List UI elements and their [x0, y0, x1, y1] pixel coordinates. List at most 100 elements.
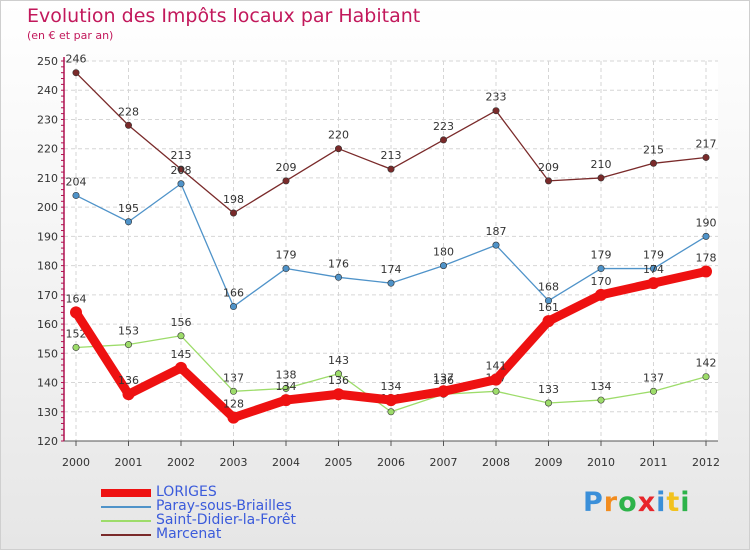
data-point	[492, 387, 500, 395]
legend-label: LORIGES	[156, 484, 217, 500]
data-point	[280, 394, 292, 407]
data-point	[437, 385, 450, 398]
data-point	[649, 265, 657, 273]
data-point	[332, 388, 345, 401]
data-point	[230, 303, 238, 311]
data-label: 164	[66, 292, 87, 305]
data-point	[647, 277, 660, 290]
y-tick-label: 150	[37, 347, 58, 360]
x-tick-label: 2008	[482, 456, 510, 469]
data-label: 195	[118, 202, 139, 215]
data-label: 223	[433, 120, 454, 133]
data-point	[334, 145, 342, 153]
x-tick-label: 2000	[62, 456, 90, 469]
data-label: 142	[696, 357, 717, 370]
y-tick-label: 210	[37, 172, 58, 185]
y-tick-label: 180	[37, 260, 58, 273]
y-tick-label: 170	[37, 289, 58, 302]
logo-letter: P	[583, 487, 604, 518]
legend-label: Paray-sous-Briailles	[156, 498, 292, 514]
data-point	[649, 387, 657, 395]
data-point	[334, 370, 342, 378]
data-label: 137	[223, 371, 244, 384]
data-point	[597, 396, 605, 404]
data-label: 210	[591, 158, 612, 171]
data-point	[544, 399, 552, 407]
data-point	[230, 209, 238, 217]
y-tick-label: 230	[37, 113, 58, 126]
data-label: 233	[486, 91, 507, 104]
data-point	[595, 288, 607, 301]
data-point	[542, 315, 555, 328]
data-label: 134	[591, 380, 612, 393]
data-point	[72, 191, 80, 199]
data-label: 128	[223, 398, 244, 411]
data-label: 220	[328, 129, 349, 142]
data-point	[72, 69, 80, 77]
data-point	[177, 332, 185, 340]
data-label: 153	[118, 325, 139, 338]
data-point	[125, 121, 133, 129]
y-tick-label: 160	[37, 318, 58, 331]
data-label: 209	[276, 161, 297, 174]
x-tick-label: 2012	[692, 456, 720, 469]
data-label: 213	[381, 149, 402, 162]
x-tick-label: 2003	[220, 456, 248, 469]
data-point	[702, 373, 710, 381]
data-label: 174	[643, 263, 664, 276]
data-label: 136	[328, 374, 349, 387]
logo-letter: o	[618, 487, 638, 518]
y-tick-label: 220	[37, 143, 58, 156]
data-point	[597, 265, 605, 273]
data-label: 179	[591, 249, 612, 262]
data-label: 166	[223, 287, 244, 300]
data-point	[175, 361, 187, 374]
data-point	[544, 177, 552, 185]
data-point	[125, 218, 133, 226]
x-tick-label: 2002	[167, 456, 195, 469]
data-label: 136	[118, 374, 139, 387]
data-label: 179	[643, 249, 664, 262]
data-label: 133	[538, 383, 559, 396]
data-label: 228	[118, 105, 139, 118]
chart-title: Evolution des Impôts locaux par Habitant	[27, 5, 421, 27]
data-point	[230, 387, 238, 395]
data-point	[70, 306, 82, 319]
logo-letter: i	[656, 487, 667, 518]
data-point	[649, 159, 657, 167]
legend-label: Saint-Didier-la-Forêt	[156, 512, 296, 528]
data-point	[597, 174, 605, 182]
x-tick-label: 2001	[115, 456, 143, 469]
data-point	[385, 394, 397, 407]
x-tick-label: 2005	[325, 456, 353, 469]
data-point	[334, 273, 342, 281]
data-label: 145	[171, 348, 192, 361]
x-tick-label: 2006	[377, 456, 405, 469]
logo-letter: r	[603, 487, 619, 518]
data-point	[492, 241, 500, 249]
data-point	[439, 262, 447, 270]
x-tick-label: 2011	[640, 456, 668, 469]
data-label: 137	[643, 371, 664, 384]
data-label: 190	[696, 216, 717, 229]
data-point	[177, 180, 185, 188]
data-point	[387, 279, 395, 287]
data-label: 143	[328, 354, 349, 367]
data-label: 137	[433, 371, 454, 384]
data-label: 209	[538, 161, 559, 174]
data-label: 174	[381, 263, 402, 276]
y-tick-label: 120	[37, 435, 58, 448]
y-tick-label: 140	[37, 377, 58, 390]
legend-swatch	[101, 506, 151, 508]
logo-letter: i	[680, 487, 691, 518]
legend-swatch	[101, 489, 151, 497]
logo-letter: t	[666, 487, 681, 518]
data-label: 176	[328, 257, 349, 270]
data-point	[177, 165, 185, 173]
data-point	[227, 411, 240, 424]
chart-subtitle: (en € et par an)	[27, 29, 114, 42]
data-label: 215	[643, 143, 664, 156]
data-point	[490, 373, 502, 386]
